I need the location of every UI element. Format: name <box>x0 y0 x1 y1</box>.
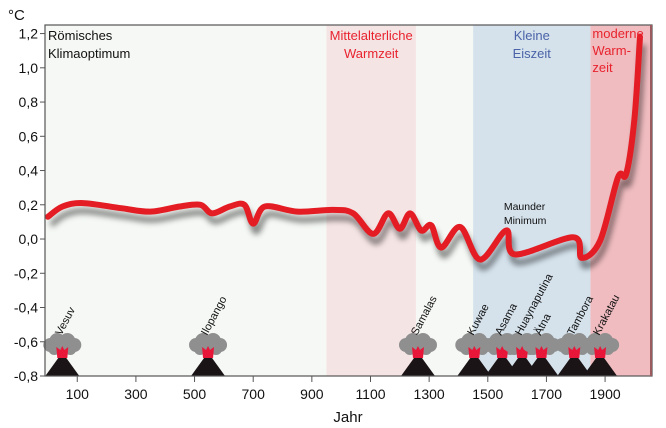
y-tick-label: 0,2 <box>19 197 39 213</box>
annotation-maunder-minimum: Maunder <box>504 201 546 213</box>
lava-icon <box>594 346 607 358</box>
period-label: Römisches <box>48 28 113 43</box>
volcano-icon <box>45 358 80 376</box>
temperature-curve <box>45 33 646 271</box>
period-label: zeit <box>592 60 613 75</box>
y-tick-label: -0,2 <box>14 265 38 281</box>
period-bands <box>45 25 652 376</box>
volcano-marker: Kuwae <box>455 302 494 376</box>
x-tick-label: 500 <box>183 386 207 402</box>
x-axis: Jahr 100 300 500 700 900 1100 1300 1500 1700 1900 <box>66 376 621 426</box>
period-label: Klimaoptimum <box>48 46 130 61</box>
lava-icon <box>411 346 424 358</box>
volcano-icon <box>524 358 559 376</box>
period-labels: Römisches Klimaoptimum Mittelalterliche War… <box>48 26 644 227</box>
x-tick-label: 100 <box>66 386 90 402</box>
volcano-icon <box>457 358 492 376</box>
period-label: Warmzeit <box>344 46 399 61</box>
x-tick-label: 900 <box>300 386 324 402</box>
x-tick-label: 300 <box>124 386 148 402</box>
lava-icon <box>568 346 581 358</box>
annotation-maunder-minimum: Minimum <box>504 215 547 227</box>
period-band <box>415 25 474 376</box>
period-band <box>473 25 591 376</box>
lava-icon <box>468 346 481 358</box>
y-tick-label: 0,6 <box>19 128 39 144</box>
period-band <box>45 25 327 376</box>
period-label: moderne <box>592 26 643 41</box>
lava-icon <box>202 346 215 358</box>
y-tick-label: 1,0 <box>19 60 39 76</box>
x-tick-label: 1500 <box>472 386 503 402</box>
y-axis: °C 1,2 1,0 0,8 0,6 0,4 0,2 0,0 -0,2 -0,4 -0,6 -0,8 <box>8 7 45 384</box>
x-tick-label: 1100 <box>355 386 385 402</box>
lava-icon <box>496 346 509 358</box>
volcano-marker: Ätna <box>522 311 561 376</box>
y-tick-label: 1,2 <box>19 26 39 42</box>
volcano-icon <box>583 358 618 376</box>
y-tick-label: -0,8 <box>14 368 38 384</box>
volcano-icon <box>400 358 435 376</box>
period-label: Warm- <box>592 43 631 58</box>
x-tick-label: 1900 <box>590 386 621 402</box>
y-tick-label: 0,0 <box>19 231 39 247</box>
period-label: Mittelalterliche <box>330 28 413 43</box>
period-label: Kleine <box>514 28 550 43</box>
volcano-icon <box>191 358 226 376</box>
y-tick-label: 0,8 <box>19 94 39 110</box>
x-tick-label: 1700 <box>531 386 562 402</box>
x-axis-label: Jahr <box>333 409 362 426</box>
y-tick-label: -0,4 <box>14 300 38 316</box>
y-axis-label: °C <box>8 7 25 24</box>
y-tick-label: -0,6 <box>14 334 38 350</box>
lava-icon <box>516 346 529 358</box>
temperature-line <box>45 33 643 263</box>
period-label: Eiszeit <box>513 46 552 61</box>
x-tick-label: 700 <box>242 386 266 402</box>
lava-icon <box>535 346 548 358</box>
x-tick-label: 1300 <box>414 386 445 402</box>
volcano-icon <box>557 358 592 376</box>
period-band <box>326 25 416 376</box>
y-tick-label: 0,4 <box>19 163 39 179</box>
lava-icon <box>56 346 69 358</box>
